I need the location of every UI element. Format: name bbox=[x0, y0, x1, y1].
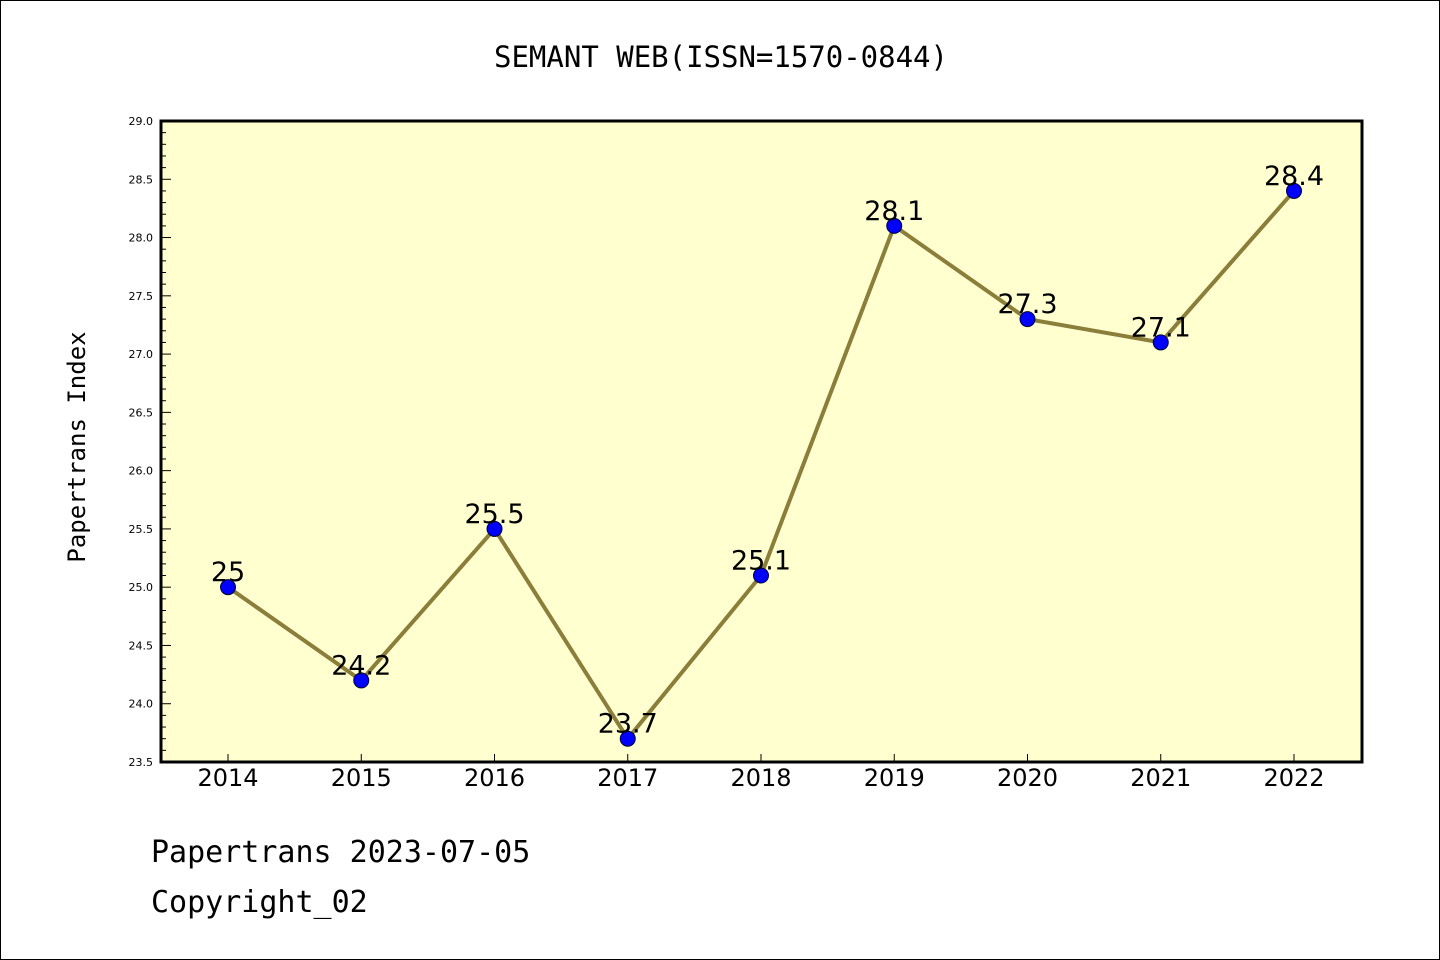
data-label: 23.7 bbox=[598, 709, 658, 740]
data-label: 27.1 bbox=[1131, 312, 1191, 343]
x-tick-label: 2020 bbox=[997, 764, 1058, 792]
y-tick-label: 26.5 bbox=[129, 406, 154, 419]
data-label: 25.1 bbox=[731, 546, 791, 577]
data-point bbox=[753, 567, 769, 584]
data-point bbox=[486, 520, 503, 537]
x-axis-ticks: 2014 2015 2016 2017 2018 2019 2020 2021 2022 bbox=[197, 754, 1325, 792]
y-tick-label: 24.5 bbox=[129, 639, 154, 652]
y-axis-ticks: 23.5 24.0 24.5 25.0 25.5 26.0 26.5 27.0 27.5 28.0… bbox=[129, 115, 171, 769]
data-point bbox=[886, 217, 903, 234]
x-tick-label: 2022 bbox=[1263, 764, 1324, 792]
data-label: 25 bbox=[211, 557, 245, 588]
y-tick-label: 28.0 bbox=[129, 232, 154, 245]
x-tick-label: 2021 bbox=[1130, 764, 1191, 792]
y-tick-label: 23.5 bbox=[129, 756, 154, 769]
chart-title: SEMANT WEB(ISSN=1570-0844) bbox=[494, 40, 948, 74]
data-label: 27.3 bbox=[997, 289, 1057, 320]
x-tick-label: 2018 bbox=[730, 764, 791, 792]
data-point bbox=[1019, 311, 1036, 328]
plot-frame bbox=[159, 119, 1364, 764]
y-tick-label: 29.0 bbox=[129, 115, 154, 128]
x-tick-label: 2016 bbox=[464, 764, 525, 792]
data-label: 28.4 bbox=[1264, 161, 1324, 192]
data-label: 24.2 bbox=[331, 650, 391, 681]
data-labels: 25 24.2 25.5 23.7 25.1 28.1 27.3 27.1 28.4 bbox=[211, 161, 1324, 740]
y-axis-label: Papertrans Index bbox=[63, 331, 91, 562]
y-tick-label: 25.0 bbox=[129, 581, 154, 594]
y-tick-label: 24.0 bbox=[129, 698, 154, 711]
data-point bbox=[220, 579, 236, 596]
y-tick-label: 25.5 bbox=[129, 523, 154, 536]
data-label: 25.5 bbox=[464, 499, 524, 530]
x-tick-label: 2014 bbox=[197, 764, 258, 792]
x-tick-label: 2019 bbox=[864, 764, 925, 792]
data-point bbox=[619, 730, 636, 747]
y-tick-label: 28.5 bbox=[129, 173, 154, 186]
data-markers bbox=[220, 182, 1302, 747]
plot-area bbox=[161, 121, 1362, 762]
footer-date: Papertrans 2023-07-05 bbox=[151, 835, 531, 870]
data-point bbox=[1286, 182, 1302, 199]
y-tick-label: 27.5 bbox=[129, 290, 154, 303]
y-tick-label: 26.0 bbox=[129, 465, 154, 478]
data-point bbox=[353, 672, 370, 689]
x-tick-label: 2017 bbox=[597, 764, 658, 792]
y-tick-label: 27.0 bbox=[129, 348, 154, 361]
x-tick-label: 2015 bbox=[331, 764, 392, 792]
footer-copyright: Copyright_02 bbox=[151, 885, 368, 920]
data-label: 28.1 bbox=[864, 196, 924, 227]
data-point bbox=[1152, 334, 1169, 351]
